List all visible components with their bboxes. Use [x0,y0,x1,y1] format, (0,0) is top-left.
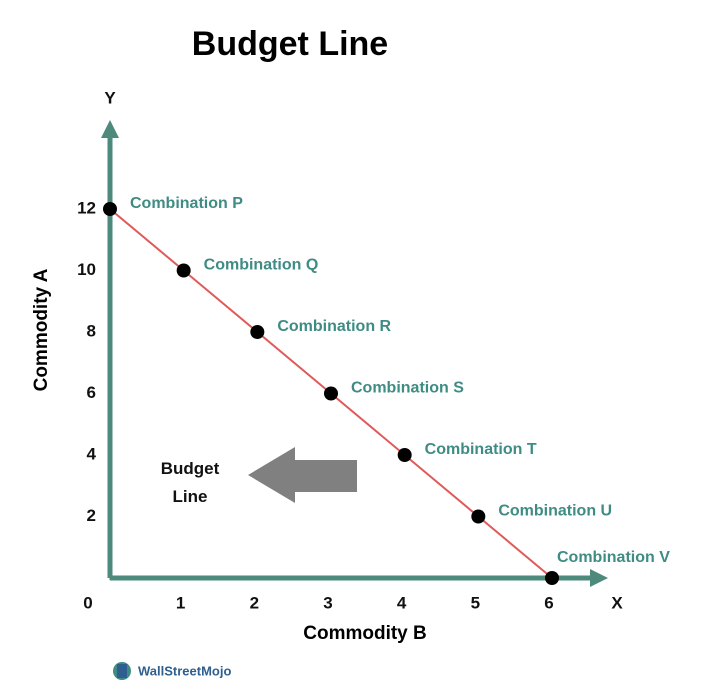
annotation-arrow [248,447,357,503]
point-label: Combination T [425,441,537,458]
annotation: Budget Line [160,459,220,506]
x-tick-label: 0 [83,593,92,612]
x-axis-arrow [590,569,608,587]
y-tick-label: 2 [87,506,96,525]
y-axis-arrow [101,120,119,138]
watermark: WallStreetMojo [138,663,231,678]
x-tick-label: 1 [176,593,185,612]
y-tick-label: 4 [87,444,97,463]
x-axis-label: Commodity B [303,623,427,644]
y-tick-label: 12 [77,198,96,217]
point-label: Combination V [557,549,670,566]
x-tick-label: 4 [397,593,407,612]
point-label: Combination Q [204,257,319,274]
y-tick-label: 10 [77,260,96,279]
x-tick-label: 5 [471,593,480,612]
point [324,386,338,401]
point [397,448,412,462]
point-label: Combination S [351,380,464,397]
logo [113,662,131,680]
x-tick-label: 6 [544,593,553,612]
x-tick-label: 2 [250,593,259,612]
point-label: Combination R [277,318,391,335]
y-axis-name: Y [104,88,116,107]
point [471,509,486,524]
y-tick-label: 6 [87,383,96,402]
chart-title: Budget Line [192,25,388,63]
point-label: Combination U [498,503,612,520]
x-axis-name: X [611,593,623,612]
y-tick-label: 8 [87,321,96,340]
point [176,263,191,278]
point [103,202,117,216]
point [250,325,265,339]
x-tick-label: 3 [323,593,332,612]
point-label: Combination P [130,195,243,212]
y-axis-label: Commodity A [31,268,52,391]
point [545,571,559,585]
